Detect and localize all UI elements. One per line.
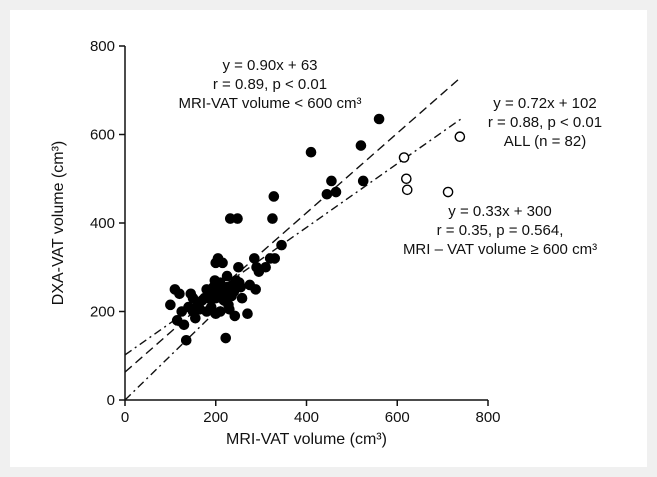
data-point-filled — [305, 146, 317, 158]
data-point-filled — [242, 308, 253, 320]
y-tick-label: 400 — [90, 215, 115, 232]
data-point-open — [398, 152, 410, 163]
data-point-filled — [221, 270, 233, 282]
y-tick-label: 600 — [90, 127, 115, 144]
x-tick-label: 0 — [121, 409, 129, 426]
x-tick-label: 200 — [203, 409, 228, 426]
data-point-filled — [180, 334, 192, 346]
data-point-filled — [268, 191, 280, 202]
fit-lines — [124, 76, 462, 401]
data-point-filled — [229, 310, 241, 322]
data-point-filled — [217, 257, 228, 269]
regression-line-1 — [124, 76, 462, 373]
annotations: y = 0.90x + 63 r = 0.89, p < 0.01 MRI-VAT … — [179, 57, 603, 258]
x-axis-label: MRI-VAT volume (cm³) — [226, 431, 387, 448]
x-tick-label: 600 — [385, 409, 410, 426]
data-point-filled — [321, 188, 333, 200]
annotation-1-line-2: r = 0.89, p < 0.01 — [213, 76, 327, 93]
data-point-filled — [249, 253, 260, 264]
data-point-filled — [330, 186, 342, 198]
data-point-filled — [178, 319, 190, 331]
data-point-filled — [233, 261, 244, 273]
y-axis-label: DXA-VAT volume (cm³) — [50, 141, 67, 305]
data-point-filled — [276, 239, 287, 251]
data-point-open — [454, 131, 466, 143]
data-point-filled — [174, 288, 185, 300]
annotation-2-line-1: y = 0.72x + 102 — [493, 95, 596, 112]
data-points — [165, 113, 466, 346]
data-point-filled — [250, 284, 261, 295]
data-point-filled — [236, 292, 248, 304]
x-tick-label: 400 — [294, 409, 319, 426]
annotation-1-line-1: y = 0.90x + 63 — [222, 57, 317, 74]
y-tick-label: 800 — [90, 38, 115, 55]
data-point-filled — [357, 175, 369, 187]
data-point-filled — [355, 140, 367, 151]
annotation-3-line-3: MRI – VAT volume ≥ 600 cm³ — [403, 241, 597, 258]
y-tick-label: 0 — [107, 392, 115, 409]
data-point-filled — [220, 332, 232, 344]
data-point-open — [401, 184, 413, 196]
data-point-filled — [165, 299, 176, 311]
data-point-filled — [267, 213, 278, 224]
annotation-2-line-2: r = 0.88, p < 0.01 — [488, 114, 602, 131]
annotation-2-line-3: ALL (n = 82) — [504, 133, 586, 150]
data-point-filled — [373, 113, 385, 125]
annotation-1-line-3: MRI-VAT volume < 600 cm³ — [179, 95, 362, 112]
data-point-open — [401, 173, 412, 185]
data-point-open — [442, 186, 454, 198]
data-point-filled — [214, 306, 226, 317]
data-point-filled — [232, 213, 243, 224]
annotation-3-line-2: r = 0.35, p = 0.564, — [437, 222, 564, 239]
data-point-filled — [224, 303, 235, 315]
ticks: 0 200 400 600 800 0 200 400 600 800 — [90, 38, 501, 426]
y-tick-label: 200 — [90, 304, 115, 321]
annotation-3-line-1: y = 0.33x + 300 — [448, 203, 551, 220]
scatter-chart: 0 200 400 600 800 0 200 400 600 800 y = 0.90x + 6… — [50, 38, 603, 448]
x-tick-label: 800 — [475, 409, 500, 426]
data-point-filled — [260, 261, 271, 273]
data-point-filled — [326, 175, 337, 187]
regression-line-2 — [124, 118, 462, 356]
data-point-filled — [269, 253, 281, 264]
data-point-filled — [190, 312, 201, 324]
chart-panel: 0 200 400 600 800 0 200 400 600 800 y = 0.90x + 6… — [10, 10, 647, 467]
data-point-filled — [235, 281, 247, 293]
